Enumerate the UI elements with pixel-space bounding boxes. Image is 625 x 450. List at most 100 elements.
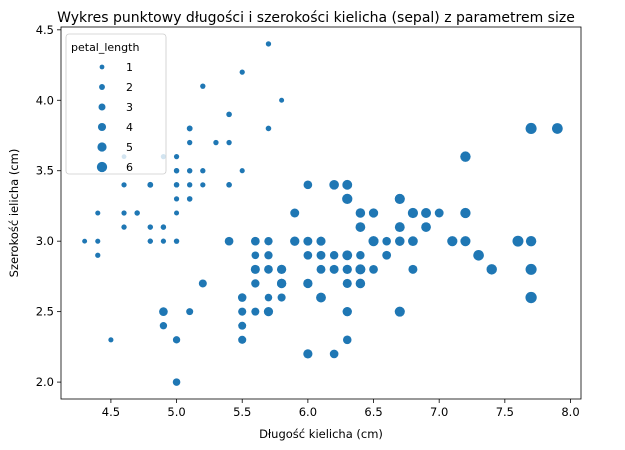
- data-point: [303, 180, 313, 190]
- legend-label: 3: [126, 101, 133, 114]
- data-point: [250, 264, 260, 274]
- legend-frame: [65, 33, 167, 175]
- x-axis-label: Długość kielicha (cm): [259, 427, 383, 441]
- legend-label: 5: [126, 141, 133, 154]
- data-point: [394, 193, 405, 204]
- data-point: [421, 208, 432, 218]
- data-point: [251, 279, 260, 288]
- x-tick-label: 6.0: [299, 405, 317, 419]
- data-point: [172, 378, 181, 386]
- data-point: [342, 179, 353, 190]
- data-point: [159, 322, 168, 330]
- data-point: [251, 307, 260, 316]
- x-tick-label: 6.5: [364, 405, 382, 419]
- data-point: [525, 263, 537, 275]
- data-point: [265, 41, 272, 47]
- data-point: [512, 235, 524, 247]
- data-point: [173, 182, 180, 188]
- data-point: [276, 278, 287, 289]
- y-axis-ticks: 2.0 2.5 3.0 3.5 4.0 4.5: [36, 23, 61, 389]
- data-point: [187, 182, 193, 188]
- data-point: [172, 336, 181, 344]
- y-tick-label: 2.0: [36, 375, 54, 389]
- data-point: [355, 264, 366, 275]
- data-point: [198, 279, 207, 288]
- data-point: [186, 125, 193, 132]
- legend-marker: [97, 122, 107, 132]
- x-tick-label: 7.0: [430, 405, 448, 419]
- data-point: [108, 337, 114, 343]
- data-point: [277, 293, 286, 302]
- data-point: [382, 250, 392, 260]
- data-point: [369, 264, 378, 274]
- data-point: [238, 321, 247, 330]
- legend-label: 6: [126, 161, 133, 174]
- data-point: [303, 349, 313, 359]
- data-point: [408, 264, 418, 274]
- data-point: [290, 208, 300, 218]
- data-point: [226, 139, 232, 146]
- data-point: [355, 208, 366, 218]
- legend-marker: [99, 64, 105, 70]
- data-point: [525, 122, 537, 134]
- data-point: [329, 349, 339, 359]
- data-point: [95, 252, 101, 258]
- data-point: [473, 249, 484, 261]
- data-point: [525, 235, 537, 247]
- data-point: [174, 210, 180, 216]
- data-point: [329, 180, 339, 190]
- legend-label: 1: [126, 61, 133, 74]
- data-point: [173, 238, 180, 244]
- y-tick-label: 3.0: [36, 234, 54, 248]
- data-point: [394, 306, 405, 317]
- data-point: [200, 83, 206, 89]
- data-point: [342, 250, 353, 261]
- data-point: [147, 224, 154, 230]
- data-point: [355, 222, 366, 232]
- data-point: [382, 236, 391, 246]
- x-tick-label: 5.5: [233, 405, 251, 419]
- data-point: [460, 236, 471, 247]
- y-axis-label: Szerokość ielicha (cm): [7, 149, 21, 278]
- x-tick-label: 5.0: [167, 405, 185, 419]
- data-point: [239, 69, 245, 75]
- data-point: [486, 264, 497, 275]
- data-point: [239, 168, 245, 174]
- data-point: [303, 278, 313, 289]
- data-point: [525, 291, 537, 304]
- data-point: [160, 238, 167, 244]
- legend-marker: [99, 84, 105, 90]
- data-point: [276, 264, 287, 275]
- data-point: [356, 251, 365, 260]
- data-point: [186, 196, 193, 202]
- data-point: [329, 264, 339, 274]
- data-point: [173, 154, 180, 160]
- plot-frame: [60, 26, 582, 400]
- data-point: [251, 237, 260, 246]
- data-point: [421, 222, 431, 232]
- data-point: [342, 335, 352, 345]
- data-point: [342, 307, 352, 317]
- data-point: [159, 307, 168, 316]
- data-point: [316, 236, 326, 246]
- y-tick-label: 4.0: [36, 93, 54, 107]
- data-point: [447, 236, 458, 247]
- legend-title: petal_length: [71, 41, 139, 54]
- data-point: [264, 265, 273, 274]
- x-tick-label: 8.0: [561, 405, 579, 419]
- chart-title: Wykres punktowy długości i szerokości ki…: [57, 10, 575, 26]
- data-point: [147, 181, 154, 188]
- data-point: [368, 208, 379, 218]
- data-point: [251, 251, 260, 260]
- legend-label: 2: [126, 81, 133, 94]
- data-point: [329, 251, 339, 260]
- data-point: [237, 293, 247, 302]
- x-axis-ticks: 4.5 5.0 5.5 6.0 6.5 7.0 7.5 8.0: [102, 399, 580, 419]
- data-point: [355, 278, 366, 289]
- data-point: [213, 139, 219, 146]
- data-point: [187, 139, 193, 146]
- data-point: [460, 207, 471, 219]
- data-point: [95, 210, 101, 216]
- data-point: [121, 182, 127, 188]
- data-point: [264, 251, 273, 260]
